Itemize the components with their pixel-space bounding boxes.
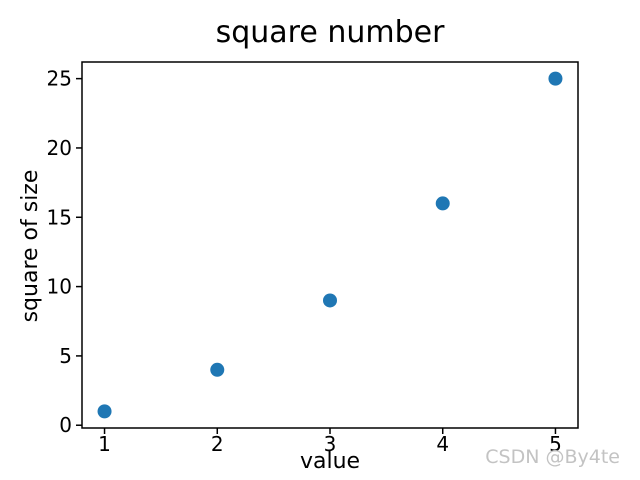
- data-point: [548, 71, 563, 86]
- y-tick-label: 25: [47, 67, 72, 91]
- x-tick-label: 5: [549, 432, 562, 456]
- data-point: [435, 196, 450, 211]
- y-tick-label: 20: [47, 136, 72, 160]
- x-tick-label: 1: [98, 432, 111, 456]
- y-tick-label: 15: [47, 205, 72, 229]
- x-tick-label: 3: [324, 432, 337, 456]
- plot-frame: [81, 61, 579, 429]
- x-tick-label: 2: [211, 432, 224, 456]
- x-tick-label: 4: [436, 432, 449, 456]
- data-point: [97, 404, 112, 419]
- data-point: [323, 293, 337, 308]
- watermark: CSDN @By4te: [485, 446, 620, 468]
- data-point: [210, 362, 225, 377]
- y-axis-label: square of size: [18, 169, 43, 323]
- chart-title: square number: [215, 15, 445, 50]
- y-tick-label: 10: [47, 275, 72, 299]
- y-tick-label: 5: [59, 344, 72, 368]
- y-tick-label: 0: [59, 413, 72, 437]
- x-axis-label: value: [299, 449, 361, 474]
